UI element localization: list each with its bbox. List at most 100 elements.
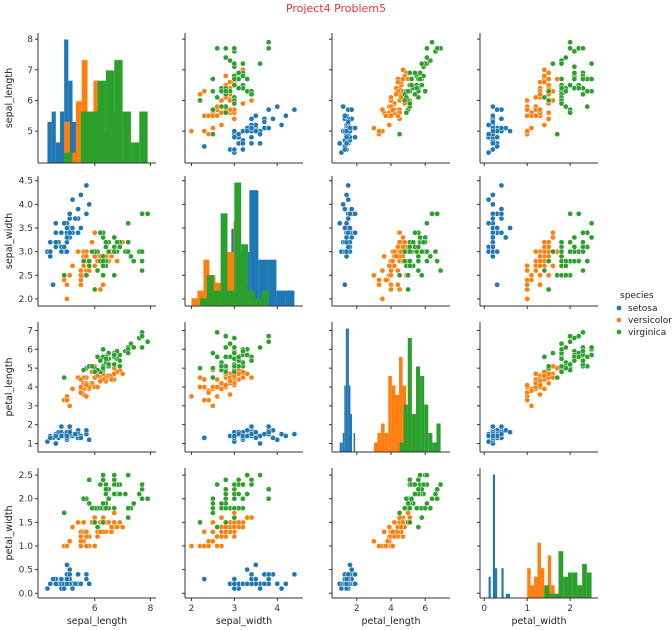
point-virginica	[111, 476, 118, 483]
y-tick-label: 6	[27, 345, 33, 355]
point-setosa	[257, 440, 263, 447]
point-virginica	[412, 91, 418, 98]
point-versicolor	[83, 528, 90, 535]
point-virginica	[575, 333, 582, 339]
point-virginica	[210, 505, 216, 512]
hist-bar-setosa	[51, 111, 56, 163]
point-setosa	[261, 580, 268, 587]
point-setosa	[83, 427, 90, 434]
point-setosa	[75, 206, 81, 212]
panel-sepal_length-vs-petal_length	[329, 33, 450, 166]
point-virginica	[415, 524, 422, 530]
point-setosa	[64, 562, 70, 568]
point-setosa	[343, 234, 350, 241]
point-virginica	[218, 500, 225, 507]
point-virginica	[210, 350, 216, 356]
point-virginica	[222, 486, 229, 493]
panel-petal_length-vs-sepal_width	[182, 322, 303, 455]
point-virginica	[105, 361, 112, 368]
point-versicolor	[391, 519, 398, 526]
x-axis-label-petal_length: petal_length	[361, 616, 420, 627]
point-versicolor	[66, 272, 73, 279]
point-setosa	[201, 143, 208, 150]
point-setosa	[490, 201, 496, 208]
point-versicolor	[545, 115, 552, 122]
point-versicolor	[550, 229, 556, 236]
hist-bar-versicolor	[227, 251, 234, 306]
point-virginica	[580, 248, 586, 255]
point-setosa	[47, 248, 54, 255]
y-tick-label: 2.5	[19, 271, 33, 281]
point-virginica	[222, 333, 229, 339]
point-virginica	[231, 60, 238, 67]
point-versicolor	[524, 267, 531, 274]
legend-marker-setosa	[616, 305, 622, 311]
point-virginica	[562, 258, 569, 264]
point-setosa	[58, 229, 65, 236]
point-setosa	[485, 220, 492, 227]
y-tick-label: 4.0	[19, 200, 34, 210]
y-tick-label: 0.0	[19, 589, 34, 599]
point-virginica	[231, 82, 238, 88]
point-virginica	[422, 88, 429, 95]
point-versicolor	[89, 239, 95, 246]
point-virginica	[545, 286, 552, 293]
point-virginica	[214, 354, 221, 360]
point-versicolor	[78, 272, 84, 279]
point-virginica	[214, 329, 221, 336]
hist-bar-virginica	[582, 563, 587, 598]
point-versicolor	[114, 258, 120, 264]
point-versicolor	[100, 514, 106, 521]
point-setosa	[252, 576, 259, 582]
point-versicolor	[545, 239, 552, 246]
point-versicolor	[222, 524, 229, 530]
x-tick-label: 6	[422, 604, 428, 614]
point-versicolor	[214, 543, 221, 549]
point-setosa	[244, 566, 251, 573]
point-setosa	[498, 125, 505, 131]
point-virginica	[130, 258, 137, 264]
point-setosa	[69, 225, 76, 231]
point-virginica	[412, 70, 418, 76]
point-setosa	[340, 201, 346, 208]
point-setosa	[231, 585, 238, 592]
hist-bar-virginica	[436, 423, 441, 452]
point-versicolor	[524, 262, 531, 269]
point-setosa	[61, 585, 68, 592]
point-setosa	[507, 225, 513, 231]
point-virginica	[210, 76, 216, 82]
point-versicolor	[391, 262, 398, 269]
point-setosa	[278, 122, 285, 128]
point-setosa	[75, 571, 81, 578]
point-versicolor	[248, 374, 255, 381]
point-versicolor	[524, 112, 531, 119]
hist-bar-virginica	[122, 111, 131, 163]
point-versicolor	[524, 296, 531, 302]
point-virginica	[130, 344, 137, 351]
point-virginica	[396, 131, 403, 138]
point-setosa	[352, 229, 358, 236]
point-virginica	[80, 367, 87, 373]
point-versicolor	[83, 393, 90, 400]
point-setosa	[52, 239, 59, 246]
point-virginica	[231, 486, 238, 493]
point-virginica	[562, 272, 569, 279]
point-virginica	[406, 258, 413, 264]
point-versicolor	[111, 510, 118, 516]
point-virginica	[97, 229, 104, 236]
point-versicolor	[201, 543, 208, 549]
point-virginica	[210, 374, 216, 381]
point-versicolor	[116, 519, 123, 526]
point-virginica	[210, 495, 216, 502]
point-virginica	[103, 505, 109, 512]
point-virginica	[413, 505, 420, 512]
hist-bar-versicolor	[395, 395, 400, 452]
point-virginica	[575, 258, 582, 264]
point-setosa	[64, 234, 70, 241]
hist-bar-versicolor	[388, 376, 392, 452]
point-virginica	[413, 85, 420, 92]
point-setosa	[348, 234, 355, 241]
point-virginica	[89, 248, 95, 255]
point-virginica	[116, 363, 123, 370]
